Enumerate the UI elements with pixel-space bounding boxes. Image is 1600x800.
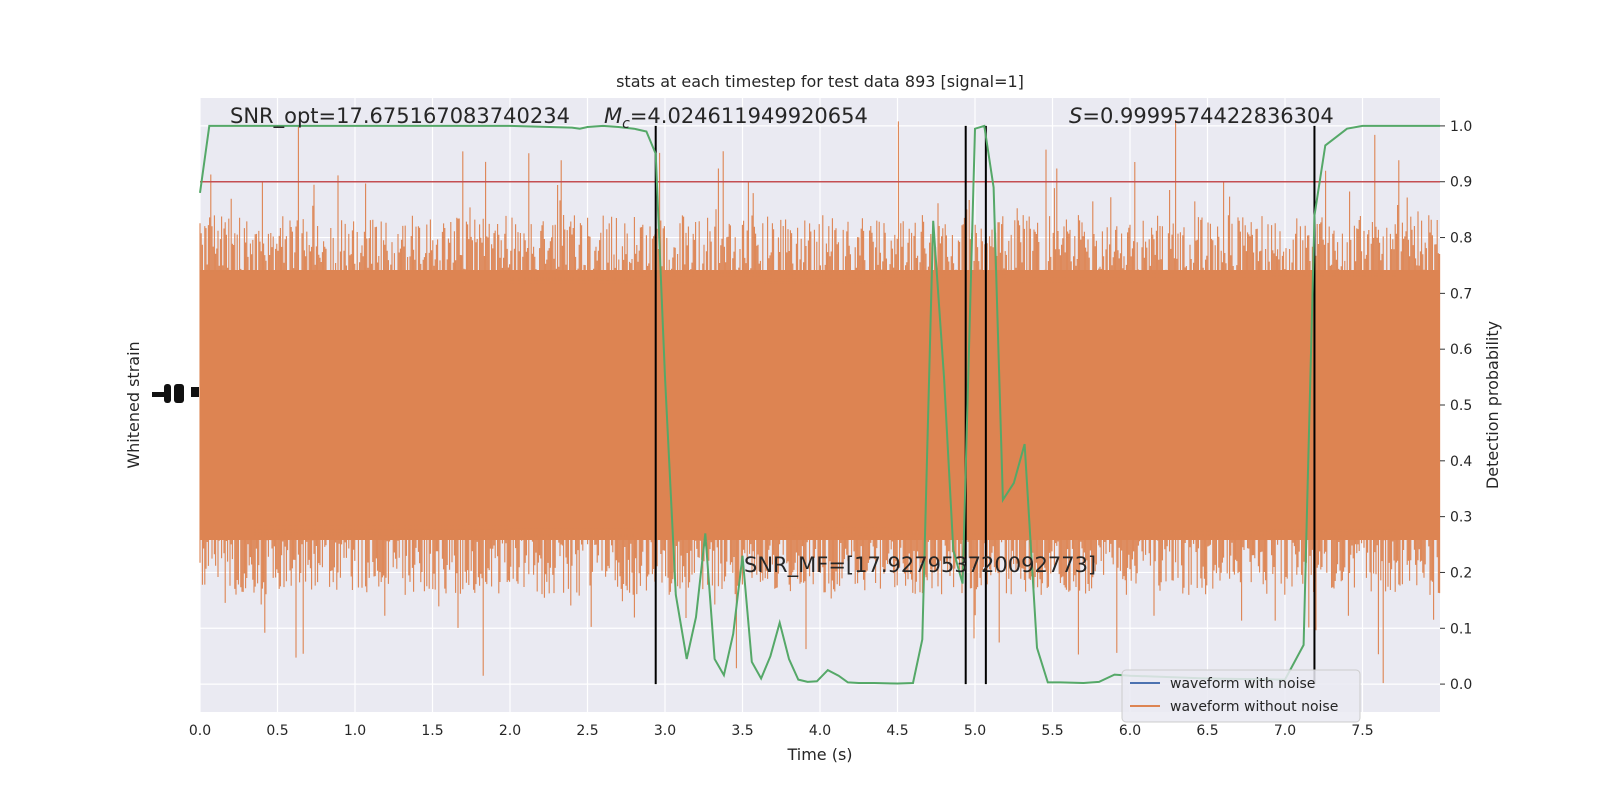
x-axis-label: Time (s) <box>786 745 852 764</box>
x-tick-label: 3.5 <box>731 723 753 739</box>
x-tick-label: 6.5 <box>1196 723 1218 739</box>
y-right-axis-label: Detection probability <box>1483 321 1502 489</box>
x-tick-label: 2.0 <box>499 723 521 739</box>
legend: waveform with noise waveform without noi… <box>1121 669 1361 723</box>
y-tick-label: 0.3 <box>1450 510 1472 526</box>
x-tick-label: 7.5 <box>1351 723 1373 739</box>
x-tick-label: 5.5 <box>1041 723 1063 739</box>
s-symbol: S <box>1069 104 1082 128</box>
x-tick-label: 6.0 <box>1119 723 1141 739</box>
y-left-axis-label: Whitened strain <box>124 341 143 468</box>
y-tick-label: 0.9 <box>1450 175 1472 191</box>
y-tick-label: 0.2 <box>1450 565 1472 581</box>
s-annotation: S=0.9999574422836304 <box>1069 104 1334 128</box>
legend-label-noise: waveform with noise <box>1170 676 1315 692</box>
x-tick-label: 2.5 <box>576 723 598 739</box>
chirp-mass-symbol: M <box>604 104 622 128</box>
y-tick-label: 0.6 <box>1450 342 1472 358</box>
x-tick-label: 5.0 <box>964 723 986 739</box>
legend-box <box>1121 669 1361 723</box>
detection-probability-line <box>199 124 1440 685</box>
chirp-mass-annotation: Mc=4.024611949920654 <box>604 104 868 132</box>
legend-label-clean: waveform without noise <box>1170 699 1338 715</box>
snr-opt-annotation: SNR_opt=17.675167083740234 <box>230 104 570 129</box>
x-tick-label: 1.5 <box>421 723 443 739</box>
y-tick-label: 0.8 <box>1450 231 1472 247</box>
x-tick-label: 0.5 <box>266 723 288 739</box>
y-tick-label: 0.5 <box>1450 398 1472 414</box>
y-right-tick-labels: 0.0 0.1 0.2 0.3 0.4 0.5 0.6 0.7 0.8 0.9 1.0 <box>1440 119 1472 693</box>
left-tick-mark <box>164 384 171 403</box>
x-tick-label: 1.0 <box>344 723 366 739</box>
x-tick-labels: 0.0 0.5 1.0 1.5 2.0 2.5 3.0 3.5 4.0 4.5 5.0 5.5 6.0 6… <box>189 723 1374 739</box>
left-tick-mark <box>174 384 184 403</box>
snr-mf-annotation: SNR_MF=[17.927953720092773] <box>744 553 1096 578</box>
x-tick-label: 0.0 <box>189 723 211 739</box>
y-tick-label: 0.4 <box>1450 454 1472 470</box>
s-value: =0.9999574422836304 <box>1082 104 1333 128</box>
chirp-mass-subscript: c <box>622 116 630 132</box>
x-tick-label: 3.0 <box>654 723 676 739</box>
x-tick-label: 7.0 <box>1274 723 1296 739</box>
x-tick-label: 4.5 <box>886 723 908 739</box>
y-tick-label: 0.1 <box>1450 621 1472 637</box>
y-tick-label: 0.0 <box>1450 677 1472 693</box>
chirp-mass-value: =4.024611949920654 <box>630 104 868 128</box>
left-tick-mark <box>191 387 199 397</box>
whitened-strain-series <box>199 120 1441 684</box>
x-tick-label: 4.0 <box>809 723 831 739</box>
left-tick-mark <box>152 392 166 397</box>
chart-title: stats at each timestep for test data 893… <box>616 72 1024 91</box>
y-tick-label: 1.0 <box>1450 119 1472 135</box>
left-axis-tick-glyphs <box>152 384 199 403</box>
y-tick-label: 0.7 <box>1450 286 1472 302</box>
strain-trace <box>199 120 1441 684</box>
